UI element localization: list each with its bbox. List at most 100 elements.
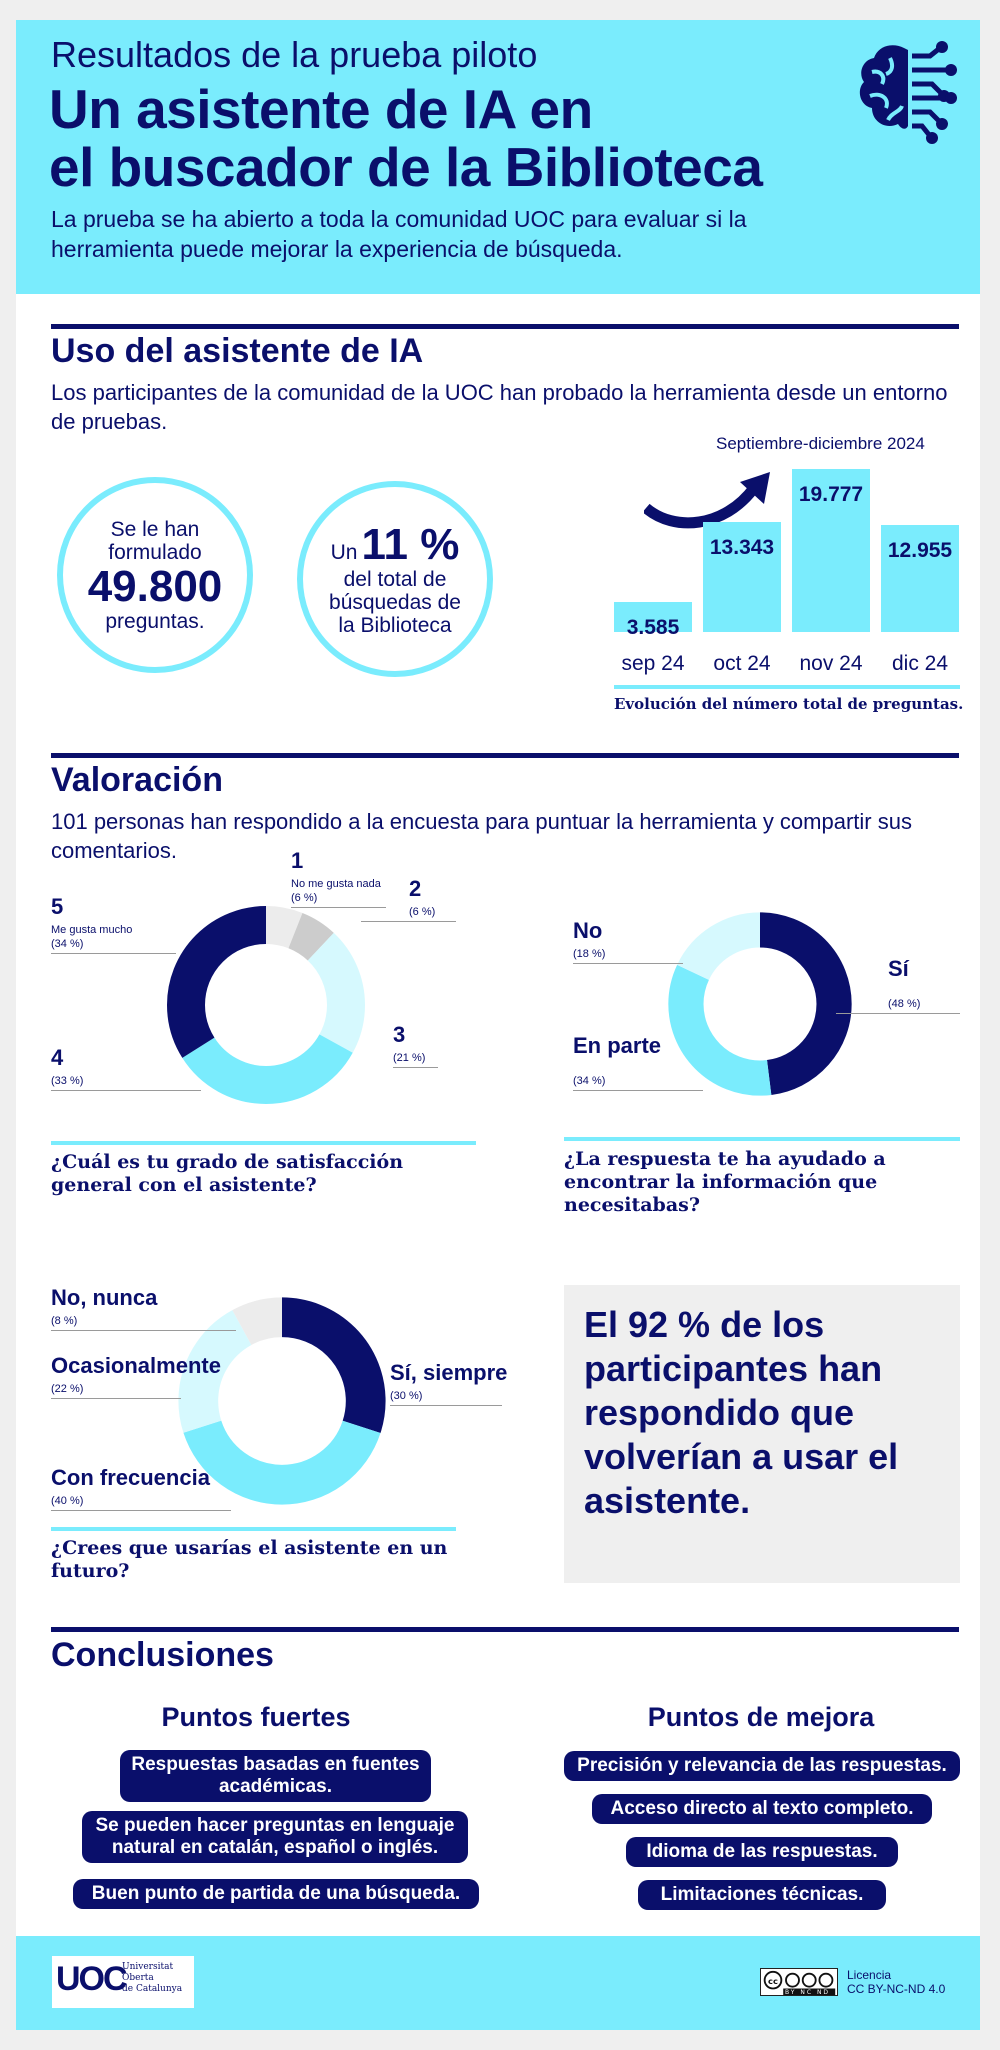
footer: UOC Universitat Oberta de Catalunya cc B… xyxy=(16,1936,980,2030)
bar-category-label: sep 24 xyxy=(621,652,685,675)
slice-sub-5: Me gusta mucho xyxy=(51,924,133,936)
slice-label-no-nunca: No, nunca xyxy=(51,1285,158,1310)
chart-period: Septiembre-diciembre 2024 xyxy=(716,434,925,453)
donut-slice-no-nunca xyxy=(178,1297,386,1505)
header: Resultados de la prueba piloto Un asiste… xyxy=(16,20,980,294)
stat-questions-circle: Se le han formulado 49.800 preguntas. xyxy=(57,477,253,673)
slice-label-ocasionalmente: Ocasionalmente xyxy=(51,1353,221,1378)
donut-slice-ocasionalmente xyxy=(178,1297,386,1505)
helpfulness-question: ¿La respuesta te ha ayudado a encontrar … xyxy=(564,1148,886,1216)
cc-license-badge: cc BY NC ND xyxy=(760,1968,838,1996)
slice-pct-no: (18 %) xyxy=(573,948,606,960)
section-divider xyxy=(51,753,959,758)
uso-section-text: Los participantes de la comunidad de la … xyxy=(51,380,948,434)
slice-pct-si: (48 %) xyxy=(888,998,921,1010)
improvement-item: Acceso directo al texto completo. xyxy=(592,1794,932,1824)
donut-slice-3 xyxy=(167,906,365,1104)
slice-label-si: Sí xyxy=(888,956,909,981)
stat-questions-value: 49.800 xyxy=(87,561,223,611)
strength-item: Respuestas basadas en fuentes académicas… xyxy=(120,1750,431,1802)
slice-pct-si-siempre: (30 %) xyxy=(390,1390,423,1402)
cc-badge-text: BY NC ND xyxy=(785,1989,831,1996)
helpfulness-donut-chart xyxy=(668,912,852,1096)
slice-pct-con-frecuencia: (40 %) xyxy=(51,1495,84,1507)
highlight-box: El 92 % de los participantes han respond… xyxy=(564,1285,960,1583)
slice-label-con-frecuencia: Con frecuencia xyxy=(51,1465,210,1490)
slice-label-2: 2 xyxy=(409,876,422,901)
slice-label-4: 4 xyxy=(51,1045,64,1070)
section-divider xyxy=(51,324,959,329)
header-title-line-1: Un asistente de IA en xyxy=(49,78,593,140)
satisfaction-question: ¿Cuál es tu grado de satisfacción genera… xyxy=(51,1151,404,1196)
slice-label-1: 1 xyxy=(291,848,304,873)
cc-icon: cc xyxy=(762,1969,836,1995)
slice-pct-ocasionalmente: (22 %) xyxy=(51,1383,84,1395)
donut-slice-no xyxy=(668,912,852,1096)
improvement-item: Limitaciones técnicas. xyxy=(638,1880,886,1910)
uoc-logo-name: Universitat Oberta de Catalunya xyxy=(122,1962,183,1994)
strength-item: Se pueden hacer preguntas en lenguaje na… xyxy=(82,1811,468,1863)
improvement-item: Precisión y relevancia de las respuestas… xyxy=(564,1751,960,1781)
slice-label-en-parte: En parte xyxy=(573,1033,662,1058)
valoracion-section-text: 101 personas han respondido a la encuest… xyxy=(51,809,912,863)
bar-oct-24 xyxy=(703,522,781,632)
header-description: La prueba se ha abierto a toda la comuni… xyxy=(51,206,747,262)
valoracion-section-title: Valoración xyxy=(51,761,223,799)
header-title-line-2: el buscador de la Biblioteca xyxy=(49,136,763,198)
license-text: Licencia CC BY-NC-ND 4.0 xyxy=(847,1968,946,1996)
bar-dic-24 xyxy=(881,525,959,632)
satisfaction-donut-chart xyxy=(167,906,365,1104)
slice-label-5: 5 xyxy=(51,894,64,919)
stat-questions-pre: Se le han formulado xyxy=(108,517,202,564)
stat-share-pre: Un xyxy=(330,540,358,564)
bar-category-label: nov 24 xyxy=(799,652,863,675)
growth-arrow-icon xyxy=(644,472,770,529)
slice-pct-2: (6 %) xyxy=(409,906,436,918)
slice-pct-1: (6 %) xyxy=(291,892,318,904)
chart-caption: Evolución del número total de preguntas. xyxy=(614,695,964,713)
slice-pct-3: (21 %) xyxy=(393,1052,426,1064)
improvement-item: Idioma de las respuestas. xyxy=(626,1837,898,1867)
strength-item: Buen punto de partida de una búsqueda. xyxy=(73,1879,479,1909)
slice-pct-4: (33 %) xyxy=(51,1075,84,1087)
strengths-title: Puntos fuertes xyxy=(161,1702,351,1732)
bar-category-label: oct 24 xyxy=(713,652,771,675)
donut-slice-4 xyxy=(167,906,365,1104)
section-divider xyxy=(51,1627,959,1632)
header-subtitle: Resultados de la prueba piloto xyxy=(51,34,538,75)
svg-text:cc: cc xyxy=(768,1976,778,1986)
bar-nov-24 xyxy=(792,469,870,632)
slice-label-3: 3 xyxy=(393,1022,406,1047)
donut-slice-5 xyxy=(167,906,365,1104)
bar-value-label: 13.343 xyxy=(709,536,775,559)
slice-pct-5: (34 %) xyxy=(51,938,84,950)
bar-sep-24 xyxy=(614,602,692,632)
slice-pct-no-nunca: (8 %) xyxy=(51,1315,78,1327)
header-title: Un asistente de IA en el buscador de la … xyxy=(49,78,763,198)
uoc-logo: UOC Universitat Oberta de Catalunya xyxy=(52,1956,194,2008)
donut-slice-en-parte xyxy=(668,912,852,1096)
donut-slice-con-frecuencia xyxy=(178,1297,386,1505)
ai-brain-icon xyxy=(859,41,957,144)
bar-value-label: 3.585 xyxy=(626,616,680,639)
uso-section-title: Uso del asistente de IA xyxy=(51,332,424,370)
stat-share-post: del total de búsquedas de la Biblioteca xyxy=(329,567,461,637)
reuse-donut-chart xyxy=(178,1297,386,1505)
slice-pct-en-parte: (34 %) xyxy=(573,1075,606,1087)
bar-category-label: dic 24 xyxy=(891,652,949,675)
highlight-text: El 92 % de los participantes han respond… xyxy=(584,1304,899,1521)
slice-label-si-siempre: Sí, siempre xyxy=(390,1360,508,1385)
stat-share-value: 11 % xyxy=(361,519,460,569)
bar-value-label: 19.777 xyxy=(798,483,864,506)
slice-sub-1: No me gusta nada xyxy=(291,878,381,890)
uoc-logo-mark: UOC xyxy=(56,1960,128,1998)
improvements-title: Puntos de mejora xyxy=(647,1702,875,1732)
chart-caption-rule xyxy=(614,685,960,689)
infographic: Resultados de la prueba piloto Un asiste… xyxy=(16,20,980,2030)
reuse-question: ¿Crees que usarías el asistente en un fu… xyxy=(51,1537,448,1582)
slice-label-no: No xyxy=(573,918,603,943)
stat-questions-post: preguntas. xyxy=(105,609,205,633)
stat-share-circle: Un 11 % del total de búsquedas de la Bib… xyxy=(297,481,493,677)
conclusiones-section-title: Conclusiones xyxy=(51,1636,274,1674)
bar-value-label: 12.955 xyxy=(887,539,953,562)
